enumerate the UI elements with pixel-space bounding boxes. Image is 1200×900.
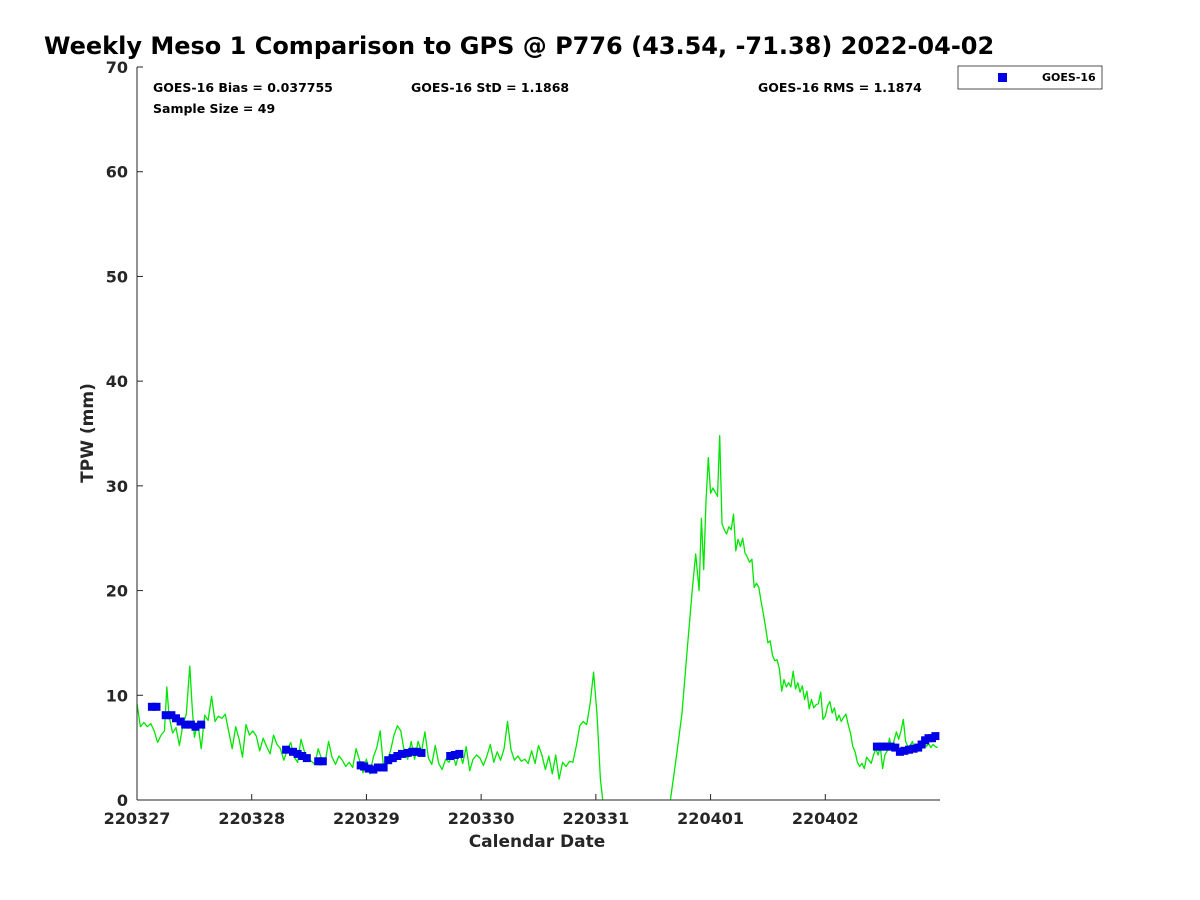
x-tick-label: 220402 bbox=[792, 809, 859, 828]
goes16-point bbox=[293, 749, 302, 758]
goes16-point bbox=[289, 747, 297, 756]
goes16-point bbox=[302, 754, 311, 763]
goes16-point bbox=[373, 763, 382, 772]
goes16-point bbox=[161, 711, 170, 720]
goes16-point bbox=[176, 717, 185, 726]
goes16-point bbox=[186, 720, 195, 729]
goes16-point bbox=[417, 748, 426, 757]
std-annotation: GOES-16 StD = 1.1868 bbox=[411, 80, 569, 95]
goes16-point bbox=[318, 757, 327, 766]
goes16-point bbox=[181, 720, 190, 729]
goes16-point bbox=[455, 749, 464, 758]
gps-series-line-0 bbox=[136, 665, 604, 801]
goes16-point bbox=[152, 702, 161, 711]
goes16-point bbox=[388, 754, 397, 763]
x-tick-label: 220327 bbox=[104, 809, 171, 828]
goes16-point bbox=[298, 752, 307, 760]
plot-area bbox=[137, 67, 940, 800]
goes16-point bbox=[147, 702, 156, 711]
chart-title: Weekly Meso 1 Comparison to GPS @ P776 (… bbox=[44, 32, 994, 60]
y-tick-label: 70 bbox=[106, 58, 128, 77]
goes16-point bbox=[446, 752, 455, 760]
goes16-point bbox=[882, 742, 891, 751]
goes16-point bbox=[282, 745, 291, 754]
x-tick-label: 220401 bbox=[677, 809, 744, 828]
goes16-point bbox=[877, 742, 886, 751]
goes16-point bbox=[191, 722, 200, 731]
sample-size-annotation: Sample Size = 49 bbox=[153, 101, 275, 116]
goes16-point bbox=[900, 746, 909, 755]
goes16-point bbox=[398, 749, 406, 758]
goes16-point bbox=[891, 743, 900, 752]
goes16-point bbox=[905, 745, 913, 754]
x-tick-label: 220331 bbox=[562, 809, 629, 828]
goes16-point bbox=[895, 747, 904, 756]
y-tick-label: 50 bbox=[106, 267, 128, 286]
goes16-point bbox=[360, 762, 369, 771]
y-tick-label: 30 bbox=[106, 477, 128, 496]
goes16-point bbox=[872, 742, 881, 751]
x-tick-label: 220328 bbox=[218, 809, 285, 828]
y-tick-label: 10 bbox=[106, 686, 128, 705]
goes16-point bbox=[197, 720, 206, 729]
legend-label-goes16: GOES-16 bbox=[1042, 71, 1096, 84]
legend-marker-goes16 bbox=[998, 73, 1007, 82]
y-tick-label: 20 bbox=[106, 582, 128, 601]
goes16-point bbox=[379, 763, 388, 772]
goes16-point bbox=[917, 740, 926, 749]
y-axis-label: TPW (mm) bbox=[78, 383, 98, 483]
bias-annotation: GOES-16 Bias = 0.037755 bbox=[153, 80, 333, 95]
series-layer bbox=[136, 434, 940, 801]
goes16-point bbox=[909, 744, 918, 753]
legend-box bbox=[957, 65, 1103, 90]
rms-annotation: GOES-16 RMS = 1.1874 bbox=[758, 80, 922, 95]
gps-series-line-1 bbox=[669, 434, 938, 801]
y-tick-label: 60 bbox=[106, 163, 128, 182]
goes16-point bbox=[408, 747, 417, 756]
goes16-point bbox=[369, 765, 378, 774]
goes16-point bbox=[364, 764, 373, 773]
goes16-point bbox=[384, 756, 393, 765]
x-ticks: 220327 220328 220329 220330 220331 220401 2204… bbox=[104, 794, 859, 828]
goes16-point bbox=[172, 714, 180, 723]
goes16-point bbox=[412, 747, 421, 756]
y-tick-label: 40 bbox=[106, 372, 128, 391]
x-tick-label: 220329 bbox=[333, 809, 400, 828]
goes16-point bbox=[403, 748, 412, 757]
y-tick-label: 0 bbox=[117, 791, 128, 810]
legend: GOES-16 bbox=[957, 65, 1103, 90]
goes16-point bbox=[393, 752, 402, 760]
goes16-point bbox=[167, 711, 176, 720]
goes16-point bbox=[450, 751, 459, 759]
goes16-point bbox=[314, 757, 323, 766]
goes16-point bbox=[886, 742, 895, 751]
goes16-point bbox=[931, 732, 940, 741]
x-tick-label: 220330 bbox=[448, 809, 515, 828]
y-ticks: 0 10 20 30 40 50 60 70 bbox=[106, 58, 143, 810]
x-axis-label: Calendar Date bbox=[469, 832, 606, 852]
